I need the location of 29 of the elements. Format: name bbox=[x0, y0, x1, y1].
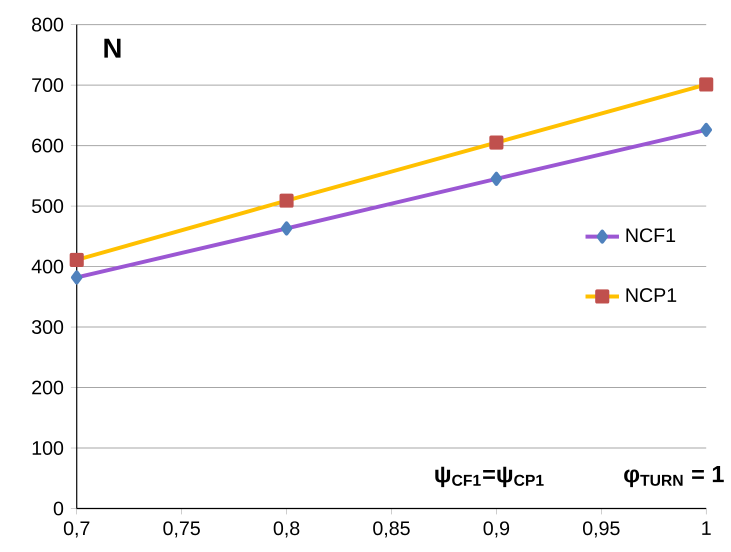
annotation: φ$_{TURN}$ = 1 bbox=[624, 466, 724, 488]
y-tick-label: 300 bbox=[32, 320, 64, 334]
y-tick-label: 100 bbox=[32, 441, 64, 456]
annotation: ψ$_{CF1}$=ψ$_{CP1}$ bbox=[435, 466, 544, 488]
y-tick-label: 200 bbox=[32, 380, 64, 395]
x-tick-label: 0,85 bbox=[373, 521, 410, 538]
point bbox=[700, 122, 712, 138]
x-tick-label: 0,7 bbox=[64, 521, 90, 538]
y-tick-label: 700 bbox=[32, 78, 64, 92]
annotation: N bbox=[104, 38, 121, 58]
point bbox=[489, 136, 504, 150]
x-tick-label: 0,75 bbox=[163, 521, 200, 538]
point bbox=[70, 252, 84, 268]
y-tick-label: 0 bbox=[54, 502, 64, 516]
y-tick-label: 400 bbox=[32, 260, 64, 274]
point bbox=[490, 172, 502, 186]
x-tick-label: 0,8 bbox=[274, 521, 300, 538]
x-tick-label: 0,9 bbox=[484, 521, 510, 538]
legend-label: NCP1 bbox=[626, 288, 676, 302]
y-tick-label: 800 bbox=[32, 18, 64, 32]
point bbox=[280, 222, 292, 236]
y-tick-label: 600 bbox=[32, 138, 64, 153]
legend-label: NCF1 bbox=[626, 228, 676, 242]
x-tick-label: 1 bbox=[702, 521, 711, 535]
point bbox=[70, 270, 83, 285]
point bbox=[280, 194, 294, 208]
point bbox=[699, 78, 714, 92]
x-tick-label: 0,95 bbox=[582, 521, 620, 538]
y-tick-label: 500 bbox=[32, 199, 64, 214]
